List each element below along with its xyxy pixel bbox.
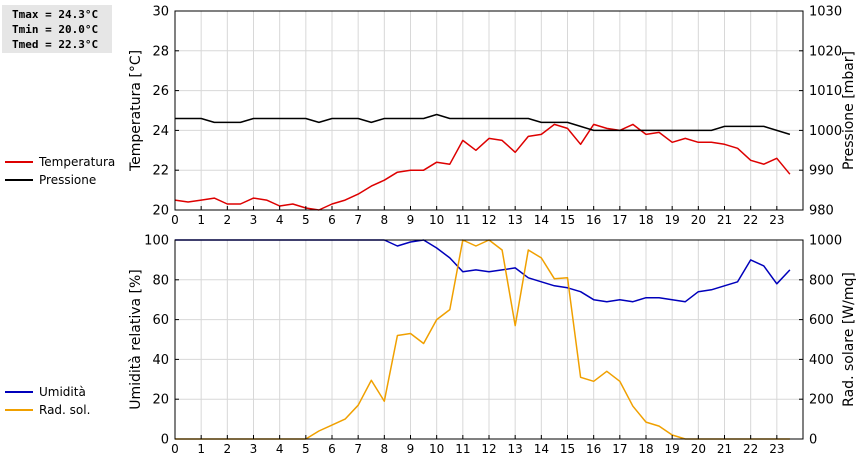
y2-axis-label: Rad. solare [W/mq] [841, 272, 857, 407]
x-tick-label: 1 [197, 213, 205, 227]
x-tick-label: 12 [481, 442, 496, 456]
legend-item-temperatura: Temperatura [5, 153, 115, 171]
x-tick-label: 9 [407, 442, 415, 456]
x-tick-label: 14 [534, 442, 549, 456]
x-tick-label: 20 [691, 213, 706, 227]
x-tick-label: 14 [534, 213, 549, 227]
x-tick-label: 8 [381, 442, 389, 456]
x-tick-label: 0 [171, 213, 179, 227]
stats-box: Tmax = 24.3°C Tmin = 20.0°C Tmed = 22.3°… [2, 5, 112, 53]
x-tick-label: 17 [612, 213, 627, 227]
x-tick-label: 7 [354, 213, 362, 227]
y-tick-label: 22 [152, 164, 169, 179]
x-tick-label: 11 [455, 213, 470, 227]
legend-label-radsol: Rad. sol. [39, 403, 91, 417]
x-tick-label: 21 [717, 213, 732, 227]
x-tick-label: 11 [455, 442, 470, 456]
x-tick-label: 6 [328, 213, 336, 227]
y-tick-label: 28 [152, 44, 169, 59]
x-tick-label: 13 [508, 442, 523, 456]
y-tick-label: 20 [152, 393, 169, 408]
y-tick-label: 60 [152, 313, 169, 328]
y2-tick-label: 1030 [809, 5, 842, 20]
x-tick-label: 12 [481, 213, 496, 227]
legend-item-radsol: Rad. sol. [5, 401, 90, 419]
series-line-rad-sol- [175, 239, 790, 440]
series-line-temperatura [174, 123, 791, 211]
x-tick-label: 7 [354, 442, 362, 456]
y-axis-label: Umidità relativa [%] [128, 269, 144, 410]
legend-bottom: Umidità Rad. sol. [5, 383, 90, 419]
x-tick-label: 9 [407, 213, 415, 227]
y2-tick-label: 1010 [809, 84, 842, 99]
y-tick-label: 100 [144, 234, 169, 249]
y2-tick-label: 1000 [809, 124, 842, 139]
legend-label-pressione: Pressione [39, 173, 97, 187]
legend-swatch-pressione [5, 179, 33, 181]
y-tick-label: 40 [152, 353, 169, 368]
x-tick-label: 19 [665, 442, 680, 456]
x-tick-label: 13 [508, 213, 523, 227]
x-tick-label: 22 [743, 213, 758, 227]
x-tick-label: 10 [429, 442, 444, 456]
y2-tick-label: 800 [809, 273, 834, 288]
legend-label-temperatura: Temperatura [39, 155, 116, 169]
x-tick-label: 22 [743, 442, 758, 456]
y-axis-label: Temperatura [°C] [128, 50, 144, 172]
tmin-text: Tmin = 20.0°C [12, 23, 99, 36]
x-tick-label: 15 [560, 213, 575, 227]
y-tick-label: 0 [161, 433, 169, 448]
x-tick-label: 4 [276, 213, 284, 227]
y-tick-label: 24 [152, 124, 169, 139]
y2-tick-label: 1020 [809, 44, 842, 59]
legend-label-umidita: Umidità [39, 385, 86, 399]
legend-swatch-temperatura [5, 161, 33, 163]
x-tick-label: 20 [691, 442, 706, 456]
y-tick-label: 20 [152, 204, 169, 219]
x-tick-label: 2 [224, 442, 232, 456]
x-tick-label: 23 [769, 442, 784, 456]
tmed-text: Tmed = 22.3°C [12, 38, 99, 51]
x-tick-label: 23 [769, 213, 784, 227]
legend-swatch-radsol [5, 409, 33, 411]
legend-top: Temperatura Pressione [5, 153, 115, 189]
x-tick-label: 16 [586, 213, 601, 227]
x-tick-label: 19 [665, 213, 680, 227]
x-tick-label: 18 [638, 442, 653, 456]
y-tick-label: 80 [152, 273, 169, 288]
y2-tick-label: 990 [809, 164, 834, 179]
x-tick-label: 5 [302, 213, 310, 227]
x-tick-label: 6 [328, 442, 336, 456]
y2-tick-label: 0 [809, 433, 817, 448]
y2-tick-label: 400 [809, 353, 834, 368]
legend-item-pressione: Pressione [5, 171, 115, 189]
y2-tick-label: 1000 [809, 234, 842, 249]
x-tick-label: 3 [250, 213, 258, 227]
series-line-pressione [175, 113, 791, 136]
y2-tick-label: 200 [809, 393, 834, 408]
x-tick-label: 17 [612, 442, 627, 456]
x-tick-label: 8 [381, 213, 389, 227]
legend-swatch-umidita [5, 391, 33, 393]
x-tick-label: 18 [638, 213, 653, 227]
y2-tick-label: 600 [809, 313, 834, 328]
x-tick-label: 3 [250, 442, 258, 456]
x-tick-label: 2 [224, 213, 232, 227]
legend-item-umidita: Umidità [5, 383, 90, 401]
x-tick-label: 4 [276, 442, 284, 456]
y-tick-label: 30 [152, 5, 169, 20]
series-line-umidit- [175, 239, 791, 303]
x-tick-label: 0 [171, 442, 179, 456]
tmax-text: Tmax = 24.3°C [12, 8, 99, 21]
x-tick-label: 21 [717, 442, 732, 456]
x-tick-label: 16 [586, 442, 601, 456]
x-tick-label: 10 [429, 213, 444, 227]
y2-axis-label: Pressione [mbar] [841, 51, 857, 170]
y-tick-label: 26 [152, 84, 169, 99]
x-tick-label: 15 [560, 442, 575, 456]
x-tick-label: 1 [197, 442, 205, 456]
x-tick-label: 5 [302, 442, 310, 456]
y2-tick-label: 980 [809, 204, 834, 219]
